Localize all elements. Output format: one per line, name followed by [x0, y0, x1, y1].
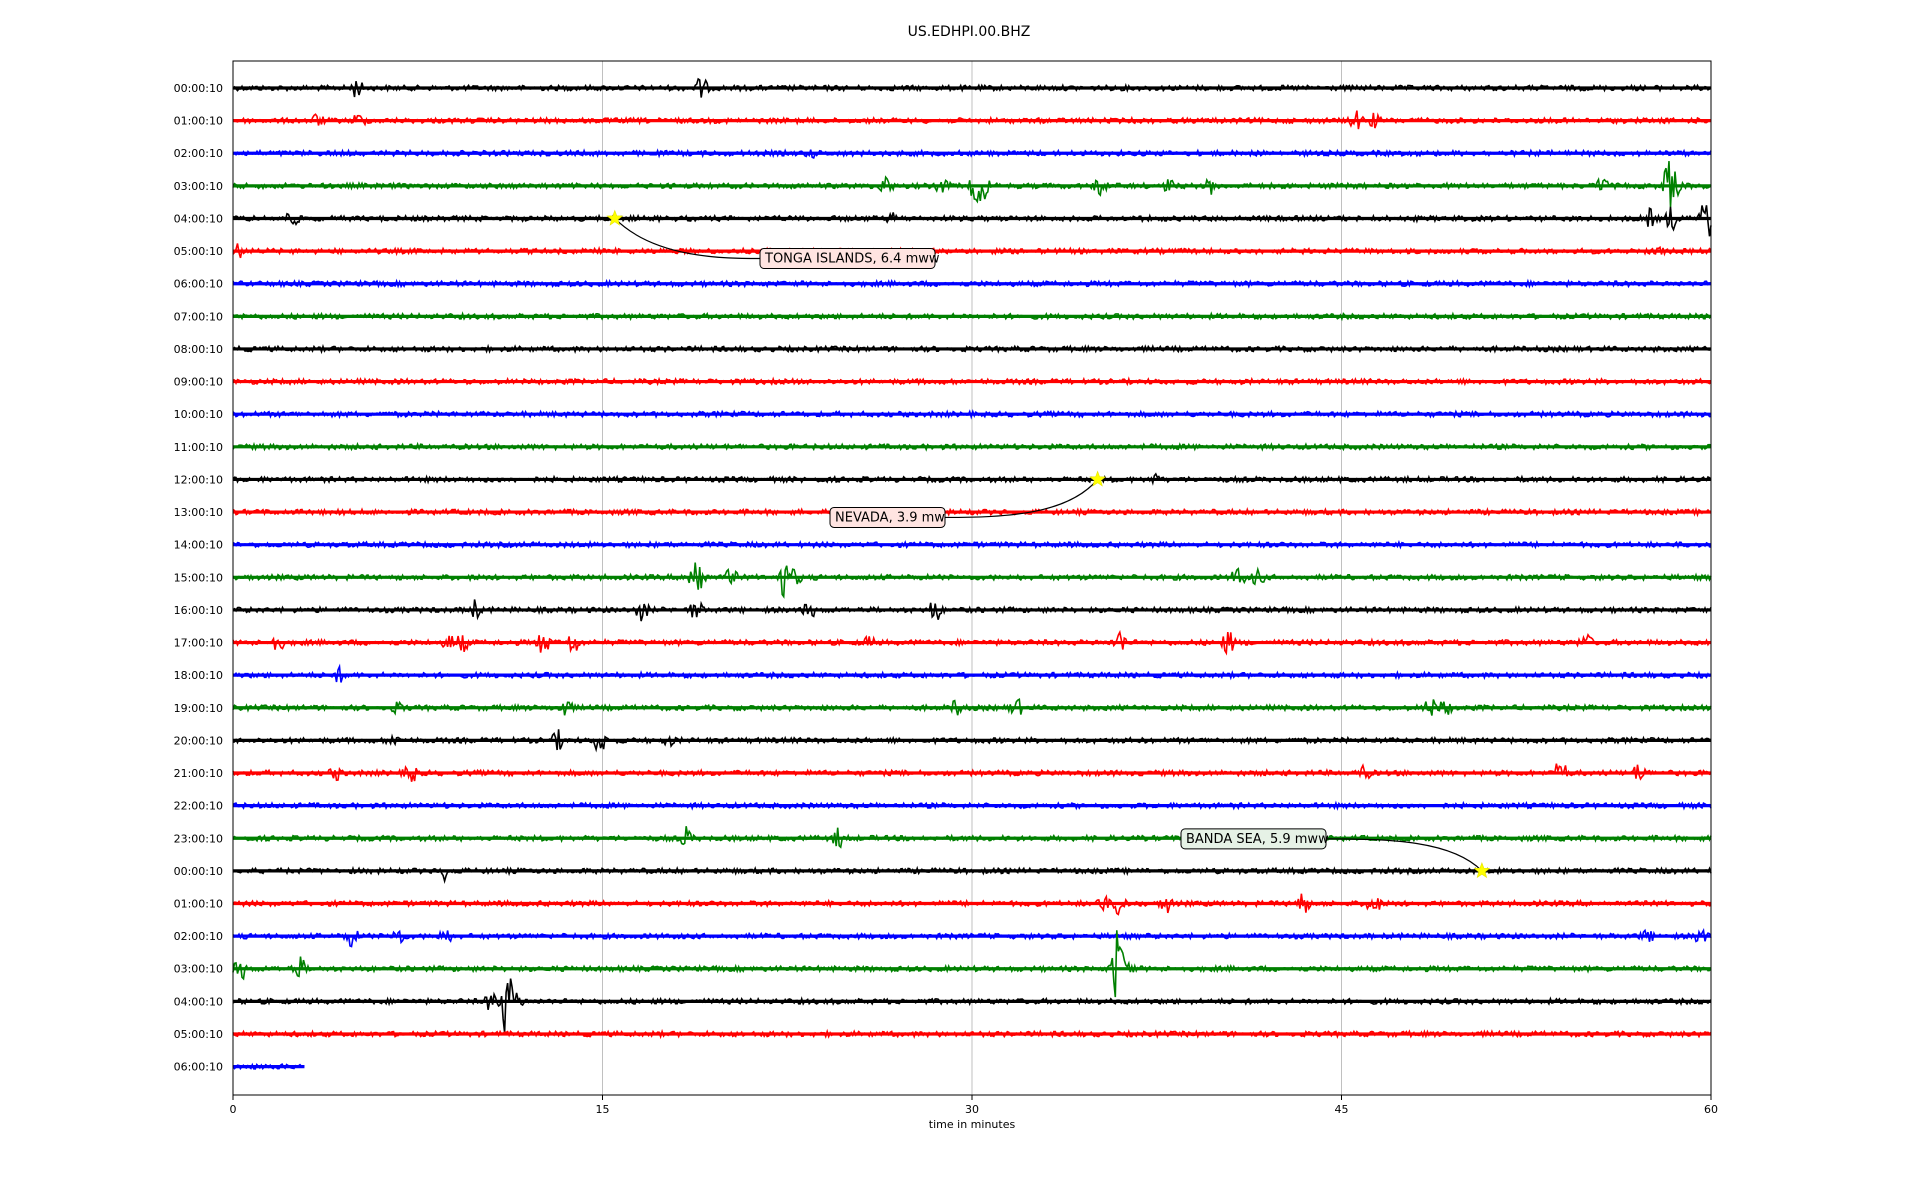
row-time-label: 23:00:10	[174, 832, 223, 845]
row-time-label: 21:00:10	[174, 767, 223, 780]
annotation-arrow	[1325, 838, 1483, 872]
row-time-label: 20:00:10	[174, 734, 223, 747]
annotation-label: BANDA SEA, 5.9 mww	[1186, 832, 1329, 847]
x-tick-label: 30	[965, 1103, 979, 1116]
x-tick-label: 60	[1704, 1103, 1718, 1116]
annotation-arrow	[944, 479, 1099, 519]
row-time-label: 06:00:10	[174, 278, 223, 291]
x-axis-label: time in minutes	[929, 1118, 1016, 1131]
row-time-label: 01:00:10	[174, 898, 223, 911]
row-time-label: 01:00:10	[174, 115, 223, 128]
event-star-marker	[1473, 862, 1491, 879]
row-time-label: 04:00:10	[174, 212, 223, 225]
x-tick-label: 0	[230, 1103, 237, 1116]
event-star-marker	[606, 209, 624, 226]
annotation-arrow	[614, 218, 761, 260]
row-time-label: 00:00:10	[174, 82, 223, 95]
row-time-label: 03:00:10	[174, 180, 223, 193]
row-time-label: 17:00:10	[174, 637, 223, 650]
row-time-label: 15:00:10	[174, 571, 223, 584]
row-time-label: 05:00:10	[174, 1028, 223, 1041]
chart-title: US.EDHPI.00.BHZ	[908, 24, 1031, 40]
row-time-label: 09:00:10	[174, 376, 223, 389]
row-time-label: 12:00:10	[174, 473, 223, 486]
row-time-label: 06:00:10	[174, 1061, 223, 1074]
row-time-label: 04:00:10	[174, 995, 223, 1008]
row-time-label: 03:00:10	[174, 963, 223, 976]
row-time-label: 07:00:10	[174, 310, 223, 323]
row-time-labels: 00:00:10 01:00:10 02:00:10 03:00:10 04:00:10…	[174, 82, 223, 1074]
trace-row	[232, 562, 1712, 599]
row-time-label: 16:00:10	[174, 604, 223, 617]
row-time-label: 05:00:10	[174, 245, 223, 258]
annotation-box	[1180, 828, 1327, 850]
trace-rows	[232, 77, 1712, 1071]
row-time-label: 00:00:10	[174, 865, 223, 878]
row-time-label: 10:00:10	[174, 408, 223, 421]
annotation-box	[759, 247, 936, 269]
row-time-label: 18:00:10	[174, 669, 223, 682]
event-star-marker	[1089, 470, 1107, 487]
annotation-box	[829, 506, 946, 528]
x-tick-label: 45	[1335, 1103, 1349, 1116]
row-time-label: 08:00:10	[174, 343, 223, 356]
annotation-label: TONGA ISLANDS, 6.4 mww	[764, 251, 940, 266]
x-tick-label: 15	[596, 1103, 610, 1116]
x-axis-ticks: 0 15 30 45 60	[230, 1095, 1718, 1116]
annotation-label: NEVADA, 3.9 mw	[835, 510, 945, 525]
row-time-label: 02:00:10	[174, 930, 223, 943]
row-time-label: 11:00:10	[174, 441, 223, 454]
row-time-label: 19:00:10	[174, 702, 223, 715]
row-time-label: 13:00:10	[174, 506, 223, 519]
row-time-label: 22:00:10	[174, 800, 223, 813]
row-time-label: 02:00:10	[174, 147, 223, 160]
event-annotations: TONGA ISLANDS, 6.4 mww NEVADA, 3.9 mw BAND…	[606, 209, 1491, 879]
row-time-label: 14:00:10	[174, 539, 223, 552]
